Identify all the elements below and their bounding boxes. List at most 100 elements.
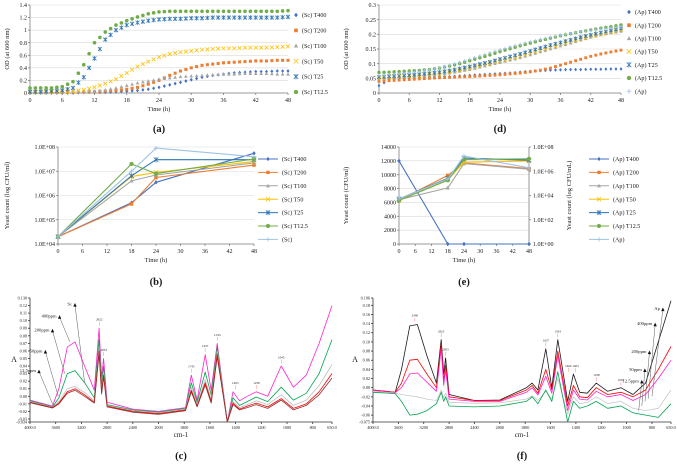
legend-item: (Ap) T400 (589, 156, 639, 163)
square-marker (627, 23, 631, 28)
triangle-marker (103, 87, 108, 92)
diamond-marker (157, 85, 161, 90)
triangle-marker (200, 73, 204, 77)
square-marker (483, 74, 487, 78)
plus-marker (412, 70, 417, 74)
svg-text:0.05: 0.05 (20, 356, 27, 361)
triangle-marker (87, 89, 91, 93)
diamond-marker (135, 88, 140, 93)
legend-item: (Ap) T100 (589, 183, 639, 190)
svg-text:1403: 1403 (232, 381, 239, 385)
svg-text:1: 1 (24, 28, 27, 34)
square-marker (599, 52, 603, 56)
svg-text:1000: 1000 (283, 425, 291, 430)
diamond-marker (574, 67, 578, 72)
star-marker (86, 65, 92, 71)
star-marker (76, 80, 81, 85)
star-marker (583, 33, 588, 39)
annotation-200ppm: 200ppm (631, 349, 652, 402)
plus-marker (462, 58, 467, 63)
circle-marker (227, 9, 231, 14)
legend: (Sc) T400 (Sc) T200 (Sc) T100 (Sc) T50 (Sc) … (293, 12, 328, 96)
star-marker (543, 44, 548, 49)
square-marker (604, 51, 608, 55)
svg-text:OD (at 600 nm): OD (at 600 nm) (343, 28, 350, 69)
svg-text:50ppm: 50ppm (629, 367, 642, 372)
svg-text:(Sc) T200: (Sc) T200 (282, 170, 306, 177)
square-marker (427, 76, 431, 80)
star-marker (269, 15, 275, 20)
svg-text:0.02: 0.02 (363, 376, 370, 381)
svg-text:(Sc) T25: (Sc) T25 (282, 210, 303, 217)
svg-text:0.130: 0.130 (18, 295, 27, 300)
circle-marker (178, 9, 183, 14)
peak-label: 1403 (572, 364, 579, 373)
plus-marker (407, 70, 412, 75)
square-marker (173, 71, 177, 75)
svg-text:18: 18 (467, 98, 473, 104)
svg-text:0.06: 0.06 (20, 348, 27, 353)
square-marker (114, 88, 118, 93)
peak-label: 1745 (188, 365, 195, 373)
plus-marker (461, 153, 467, 159)
plus-marker (533, 38, 538, 43)
plus-marker (417, 69, 422, 74)
svg-text:12: 12 (92, 98, 98, 104)
svg-text:(Ap) T200: (Ap) T200 (613, 170, 639, 177)
svg-text:Time (h): Time (h) (148, 106, 171, 113)
svg-text:0.05: 0.05 (366, 76, 377, 82)
svg-text:1200: 1200 (257, 425, 265, 430)
triangle-marker (478, 65, 482, 69)
triangle-marker (528, 53, 532, 57)
square-marker (614, 49, 618, 53)
circle-marker (87, 51, 91, 56)
circle-marker (275, 9, 280, 14)
square-marker (184, 67, 188, 71)
square-marker (589, 54, 593, 58)
star-marker (588, 32, 593, 38)
legend-item: (Ap) T12.5 (626, 75, 662, 82)
star-marker (596, 210, 602, 216)
legend-item: (Ap) T50 (589, 196, 636, 203)
legend-item: (Sc) T200 (294, 28, 326, 35)
svg-text:1000: 1000 (622, 425, 630, 430)
star-marker (293, 73, 299, 80)
circle-marker (248, 9, 253, 14)
circle-marker (251, 156, 257, 162)
star-marker (497, 57, 503, 62)
diamond-marker (599, 67, 603, 72)
square-marker (438, 76, 441, 80)
x-marker (248, 45, 253, 50)
circle-marker (243, 9, 247, 14)
plus-marker (382, 73, 386, 77)
triangle-marker (221, 72, 226, 76)
square-marker (523, 71, 527, 74)
peak-label: 2922 (96, 318, 103, 326)
square-marker (402, 78, 406, 82)
triangle-marker (173, 75, 177, 79)
circle-marker (71, 79, 75, 84)
svg-text:1045: 1045 (278, 356, 285, 360)
svg-text:3600: 3600 (394, 425, 402, 430)
triangle-marker (523, 54, 527, 58)
series-ap-t100 (396, 161, 532, 202)
triangle-marker (548, 47, 553, 51)
star-marker (523, 50, 528, 55)
svg-text:OD (at 600 nm): OD (at 600 nm) (4, 28, 11, 69)
svg-text:0: 0 (398, 249, 401, 255)
panel-c-chart: 0.130 0.12 0.11 0.10 0.09 0.08 0.07 0.06 0.05 0.0… (11, 295, 337, 462)
square-marker (433, 76, 436, 80)
annotation-400ppm: 400ppm (41, 314, 71, 342)
axes: 0.196 0.18 0.16 0.14 0.12 0.10 0.08 0.06 0.04 0.0… (352, 295, 676, 439)
x-marker (86, 86, 92, 91)
svg-text:0.07: 0.07 (20, 341, 27, 346)
star-marker (38, 89, 43, 95)
plus-marker (626, 88, 632, 94)
peak-label: 1637 (202, 344, 209, 353)
svg-text:Yeast count (CFU/ml): Yeast count (CFU/ml) (343, 167, 350, 224)
star-marker (237, 15, 242, 20)
plus-marker (129, 169, 134, 174)
svg-text:1637: 1637 (202, 344, 209, 348)
circle-marker (162, 9, 167, 14)
svg-text:18: 18 (124, 98, 130, 104)
